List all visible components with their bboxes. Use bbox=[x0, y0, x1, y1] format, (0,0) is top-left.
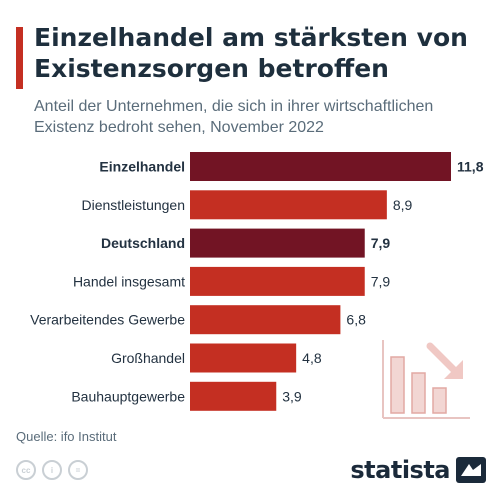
category-label: Deutschland bbox=[101, 235, 185, 251]
bar bbox=[190, 190, 387, 220]
bar bbox=[190, 266, 365, 296]
value-label: 11,8 bbox=[457, 159, 484, 175]
statista-logo-icon bbox=[456, 457, 486, 483]
category-label: Großhandel bbox=[111, 350, 185, 366]
value-label: 4,8 bbox=[302, 350, 322, 366]
chart-title: Einzelhandel am stärksten von Existenzso… bbox=[34, 23, 468, 83]
license-icons: cc i = bbox=[16, 460, 88, 480]
category-label: Handel insgesamt bbox=[73, 273, 185, 289]
illustration-bar bbox=[390, 356, 405, 414]
bar bbox=[190, 152, 451, 181]
value-label: 7,9 bbox=[371, 273, 391, 289]
title-accent-bar bbox=[16, 27, 23, 89]
value-label: 3,9 bbox=[282, 388, 302, 404]
value-label: 8,9 bbox=[393, 197, 413, 213]
declining-bars-illustration bbox=[382, 340, 470, 419]
no-derivatives-icon[interactable]: = bbox=[68, 460, 88, 480]
value-label: 7,9 bbox=[371, 235, 391, 251]
logo-wordmark: statista bbox=[350, 456, 450, 484]
bar bbox=[190, 381, 277, 411]
illustration-arrow-shaft bbox=[426, 342, 460, 376]
category-label: Einzelhandel bbox=[99, 159, 185, 175]
source-note: Quelle: ifo Institut bbox=[16, 429, 117, 444]
category-label: Verarbeitendes Gewerbe bbox=[30, 312, 185, 328]
category-label: Bauhauptgewerbe bbox=[71, 388, 185, 404]
value-label: 6,8 bbox=[346, 312, 366, 328]
bar bbox=[190, 228, 365, 258]
bar bbox=[190, 343, 297, 373]
illustration-bar bbox=[411, 372, 426, 414]
illustration-bar bbox=[432, 387, 447, 414]
statista-logo[interactable]: statista bbox=[350, 456, 486, 484]
attribution-icon[interactable]: i bbox=[42, 460, 62, 480]
category-label: Dienstleistungen bbox=[81, 197, 185, 213]
illustration-arrow-head bbox=[444, 360, 463, 379]
cc-icon[interactable]: cc bbox=[16, 460, 36, 480]
chart-subtitle: Anteil der Unternehmen, die sich in ihre… bbox=[34, 98, 434, 136]
bar bbox=[190, 305, 341, 335]
